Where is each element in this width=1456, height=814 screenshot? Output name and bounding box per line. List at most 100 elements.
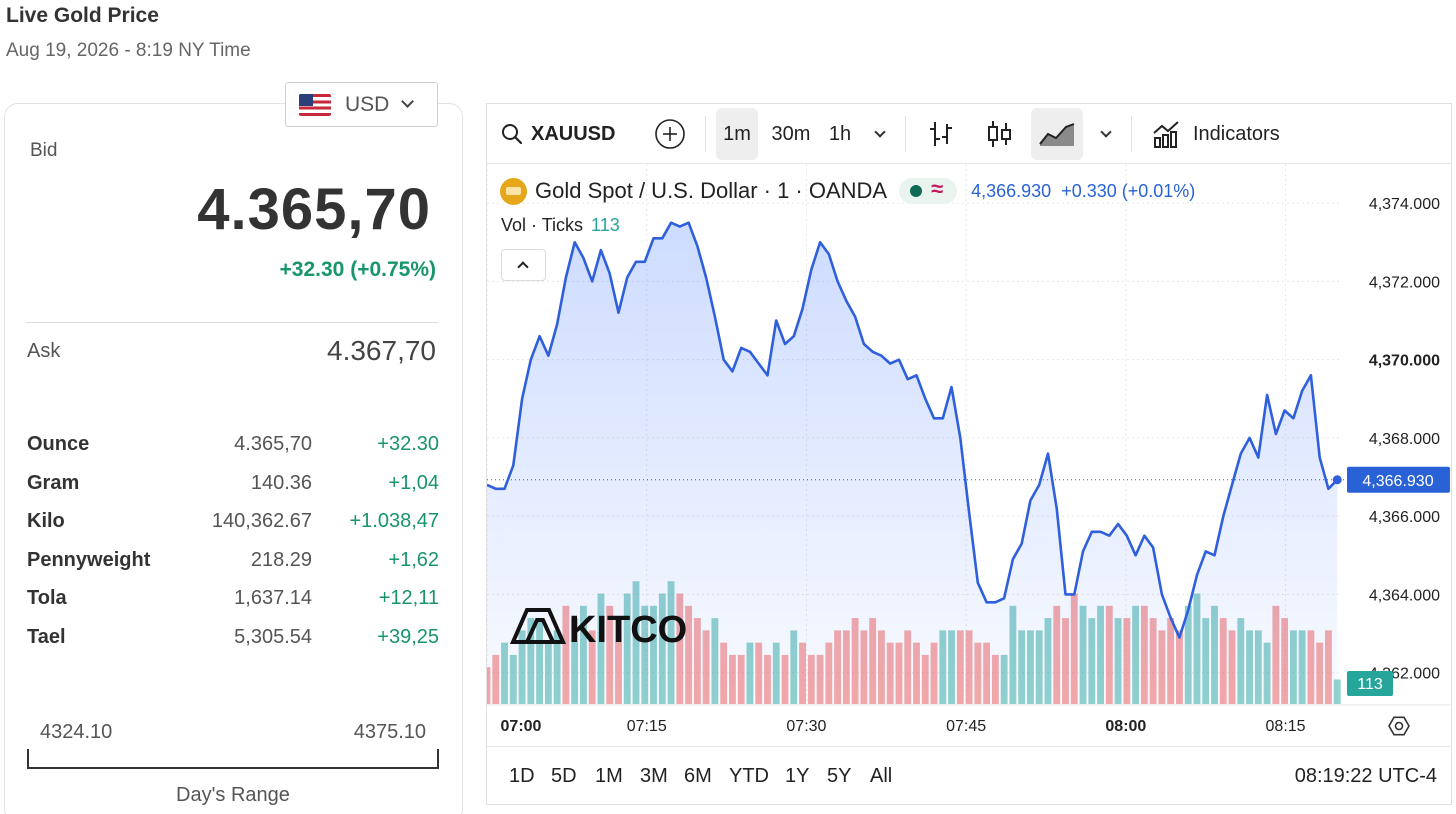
symbol-label: XAUUSD [531,122,616,145]
unit-change: +39,25 [377,625,439,648]
bid-label: Bid [30,140,58,161]
unit-change: +1.038,47 [349,510,439,532]
bar-chart-style-button[interactable] [923,108,959,160]
gold-bar-icon [500,177,527,205]
range-5d[interactable]: 5D [551,765,577,787]
volume-bar [1333,679,1341,704]
page-subtitle: Aug 19, 2026 - 8:19 NY Time [6,40,251,61]
y-tick-label: 4,374.000 [1369,196,1440,213]
bid-value: 4.365,70 [197,177,431,242]
volume-tag [1347,671,1393,696]
page-title: Live Gold Price [6,4,159,27]
interval-dropdown[interactable] [865,108,895,160]
unit-change: +1,62 [388,548,439,571]
time-range-bar: 1D 5D 1M 3M 6M YTD 1Y 5Y All 08:19:22 UT… [487,746,1451,806]
x-tick-label: 07:30 [786,718,826,735]
x-tick-label: 08:15 [1266,718,1306,735]
candle-chart-style-button[interactable] [981,108,1017,160]
market-open-dot-icon [910,185,923,197]
unit-change: +1,04 [388,471,439,494]
chart-legend: Gold Spot / U.S. Dollar · 1 · OANDA ≈ 4,… [500,176,1195,206]
unit-name: Kilo [27,510,65,532]
chart-style-dropdown[interactable] [1091,108,1121,160]
x-tick-label: 07:00 [501,718,542,735]
unit-price-table: Ounce 4.365,70 +32.30 Gram 140.36 +1,04 … [27,433,439,664]
unit-price: 218.29 [250,548,312,571]
unit-price: 140.36 [250,471,312,494]
range-all[interactable]: All [870,765,893,787]
x-tick-label: 07:45 [946,718,986,735]
ask-label: Ask [27,340,61,362]
range-5y[interactable]: 5Y [827,765,852,787]
volume-tag-label: 113 [1357,676,1383,693]
ask-value: 4.367,70 [327,335,436,366]
last-price-dot [1332,475,1342,485]
interval-1m[interactable]: 1m [716,108,758,160]
y-tick-label: 4,364.000 [1369,587,1440,604]
range-1d[interactable]: 1D [509,765,535,787]
volume-value: 113 [591,215,620,235]
y-tick-label: 4,368.000 [1369,431,1440,448]
price-line [487,221,1339,639]
range-1y[interactable]: 1Y [785,765,810,787]
y-tick-label: 4,372.000 [1369,274,1440,291]
unit-price: 140,362.67 [211,510,312,532]
chevron-up-icon [517,261,529,273]
bid-change: +32.30 (+0.75%) [279,258,436,281]
area-chart-icon [1039,123,1075,146]
chevron-down-icon [1100,125,1112,138]
indicators-icon [1153,121,1179,148]
range-1m[interactable]: 1M [595,765,623,787]
chart-clock: 08:19:22 UTC-4 [1294,765,1437,787]
unit-name: Tola [27,587,67,609]
interval-1h[interactable]: 1h [828,122,852,145]
unit-row-ounce: Ounce 4.365,70 +32.30 [27,433,439,472]
range-ytd[interactable]: YTD [729,765,769,787]
range-6m[interactable]: 6M [684,765,712,787]
interval-30m[interactable]: 30m [771,122,811,145]
indicators-button[interactable]: Indicators [1151,108,1280,160]
unit-row-gram: Gram 140.36 +1,04 [27,472,439,511]
unit-name: Gram [27,471,80,494]
area-chart-style-button[interactable] [1031,108,1083,160]
unit-row-tael: Tael 5,305.54 +39,25 [27,626,439,665]
price-panel [4,103,463,814]
indicators-label: Indicators [1193,122,1280,145]
kitco-watermark-text: KITCO [569,609,687,651]
unit-change: +32.30 [377,433,439,455]
range-3m[interactable]: 3M [640,765,668,787]
chart-toolbar: XAUUSD 1m 30m 1h [487,104,1451,164]
ohlc-bars-icon [930,122,952,146]
chevron-down-icon [874,125,886,138]
volume-legend: Vol · Ticks 113 [501,215,620,236]
divider [26,322,438,323]
chart-widget: XAUUSD 1m 30m 1h [486,103,1452,805]
unit-name: Ounce [27,433,90,455]
unit-row-pennyweight: Pennyweight 218.29 +1,62 [27,549,439,588]
collapse-legend-button[interactable] [501,249,546,281]
symbol-search-button[interactable]: XAUUSD [501,108,615,160]
instrument-name: Gold Spot / U.S. Dollar · 1 · OANDA [535,178,888,203]
legend-price: 4,366.930 [971,180,1052,201]
volume-label: Vol · Ticks [501,215,584,235]
kitco-watermark: KITCO [509,608,687,651]
currency-label: USD [345,92,390,116]
us-flag-icon [299,93,331,116]
kitco-logo-icon [509,608,567,644]
compare-symbol-button[interactable] [653,108,687,160]
day-range-low: 4324.10 [40,721,113,743]
unit-name: Pennyweight [27,548,151,571]
search-icon [502,124,523,145]
market-status-pill[interactable]: ≈ [899,176,958,204]
unit-name: Tael [27,625,66,648]
unit-row-tola: Tola 1,637.14 +12,11 [27,587,439,626]
y-tick-label: 4,370.000 [1369,353,1440,370]
price-tag-label: 4,366.930 [1362,473,1433,490]
price-tag [1347,466,1450,493]
day-range-caption: Day's Range [176,784,290,806]
unit-price: 1,637.14 [234,587,312,609]
price-chart[interactable]: 4,374.000 4,372.000 4,370.000 4,368.000 4,36… [487,164,1451,746]
settings-hexagon-icon [1388,716,1410,736]
currency-select[interactable]: USD [285,82,438,127]
unit-price: 4.365,70 [234,433,312,455]
